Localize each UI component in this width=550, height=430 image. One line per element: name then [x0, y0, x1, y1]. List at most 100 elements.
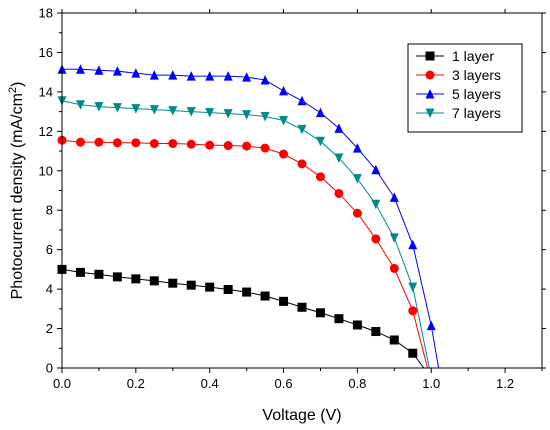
legend-label-3-layers: 3 layers — [452, 67, 501, 83]
data-point-7-layers — [371, 199, 381, 210]
data-point-1-layer — [131, 274, 141, 284]
data-point-7-layers — [260, 112, 270, 122]
data-point-3-layers — [242, 141, 252, 151]
legend-marker-1-layer — [425, 51, 435, 61]
y-tick-label: 0 — [46, 361, 53, 376]
y-tick-label: 6 — [46, 242, 53, 257]
data-point-3-layers — [297, 159, 307, 169]
data-point-3-layers — [334, 188, 344, 198]
data-point-5-layers — [389, 192, 399, 202]
data-point-1-layer — [279, 296, 289, 306]
data-point-3-layers — [352, 208, 362, 218]
data-point-3-layers — [315, 172, 325, 182]
data-point-5-layers — [131, 68, 141, 78]
data-point-7-layers — [242, 110, 252, 120]
data-point-5-layers — [223, 71, 233, 81]
data-point-3-layers — [205, 140, 215, 150]
data-point-7-layers — [223, 109, 233, 119]
y-tick-label: 14 — [39, 84, 53, 99]
y-tick-label: 2 — [46, 321, 53, 336]
data-point-1-layer — [352, 320, 362, 330]
x-tick-label: 0.4 — [201, 376, 219, 391]
data-point-3-layers — [260, 143, 270, 153]
legend-marker-3-layers — [425, 70, 435, 80]
data-point-1-layer — [149, 276, 159, 286]
y-tick-label: 12 — [39, 124, 53, 139]
series-line-5-layers — [62, 68, 440, 369]
data-point-7-layers — [279, 115, 289, 126]
x-axis-label: Voltage (V) — [262, 407, 341, 424]
data-point-7-layers — [94, 102, 104, 112]
data-point-7-layers — [334, 153, 344, 163]
legend: 1 layer 3 layers 5 layers 7 layers — [407, 43, 523, 133]
data-point-7-layers — [186, 107, 196, 117]
data-point-5-layers — [112, 66, 122, 76]
data-point-1-layer — [371, 327, 381, 337]
data-point-3-layers — [112, 138, 122, 148]
data-point-7-layers — [205, 108, 215, 118]
data-point-7-layers — [149, 105, 159, 115]
x-tick-label: 0.0 — [53, 376, 71, 391]
data-point-3-layers — [94, 137, 104, 147]
data-point-5-layers — [205, 71, 215, 81]
series-3-layers — [57, 135, 429, 369]
data-point-7-layers — [389, 233, 399, 243]
series-5-layers — [57, 64, 440, 369]
x-tick-label: 0.6 — [274, 376, 292, 391]
data-point-5-layers — [242, 72, 252, 82]
y-tick-label: 18 — [39, 6, 53, 21]
data-point-7-layers — [297, 124, 307, 135]
data-point-5-layers — [334, 123, 344, 133]
data-point-3-layers — [279, 149, 289, 159]
legend-marker-5-layers — [425, 89, 435, 99]
y-axis-label: Photocurrent density (mA/cm2) — [7, 82, 26, 300]
x-tick-label: 0.8 — [348, 376, 366, 391]
y-axis-label-main: Photocurrent density (mA/cm — [9, 93, 26, 299]
data-point-7-layers — [168, 106, 178, 116]
data-point-1-layer — [186, 280, 196, 290]
data-point-5-layers — [279, 85, 289, 96]
data-point-5-layers — [75, 64, 85, 74]
y-tick-label: 8 — [46, 203, 53, 218]
data-point-7-layers — [131, 104, 141, 114]
data-point-5-layers — [297, 95, 307, 106]
data-point-7-layers — [75, 100, 85, 110]
data-point-3-layers — [389, 263, 399, 273]
data-point-5-layers — [149, 70, 159, 80]
series-1-layer — [57, 264, 425, 369]
data-point-1-layer — [205, 282, 215, 292]
data-point-5-layers — [426, 320, 436, 331]
data-point-3-layers — [371, 234, 381, 244]
x-tick-label: 0.2 — [127, 376, 145, 391]
data-point-1-layer — [168, 278, 178, 288]
data-point-3-layers — [131, 138, 141, 148]
data-point-3-layers — [186, 139, 196, 149]
data-point-5-layers — [371, 164, 381, 175]
data-point-1-layer — [389, 335, 399, 345]
y-tick-label: 4 — [46, 282, 53, 297]
data-point-5-layers — [94, 65, 104, 75]
plot-area — [57, 64, 440, 369]
data-point-3-layers — [223, 141, 233, 151]
data-point-5-layers — [408, 239, 418, 250]
data-point-5-layers — [260, 75, 270, 85]
x-tick-label: 1.2 — [496, 376, 514, 391]
legend-label-5-layers: 5 layers — [452, 86, 501, 102]
data-point-3-layers — [408, 306, 418, 316]
data-point-7-layers — [315, 136, 325, 147]
data-point-1-layer — [297, 302, 307, 312]
data-point-1-layer — [260, 291, 270, 301]
data-point-1-layer — [334, 314, 344, 324]
data-point-7-layers — [112, 103, 122, 113]
y-axis-label-superscript: 2 — [7, 87, 19, 93]
data-point-1-layer — [315, 308, 325, 318]
data-point-3-layers — [168, 139, 178, 149]
x-tick-label: 1.0 — [422, 376, 440, 391]
axes: 0.0 0.2 0.4 0.6 0.8 1.0 1.2 0 2 4 6 8 10 12 14 16 18 — [39, 6, 546, 391]
data-point-1-layer — [408, 348, 418, 358]
data-point-5-layers — [186, 71, 196, 81]
y-tick-label: 16 — [39, 45, 53, 60]
data-point-3-layers — [149, 139, 159, 149]
legend-label-7-layers: 7 layers — [452, 105, 501, 121]
